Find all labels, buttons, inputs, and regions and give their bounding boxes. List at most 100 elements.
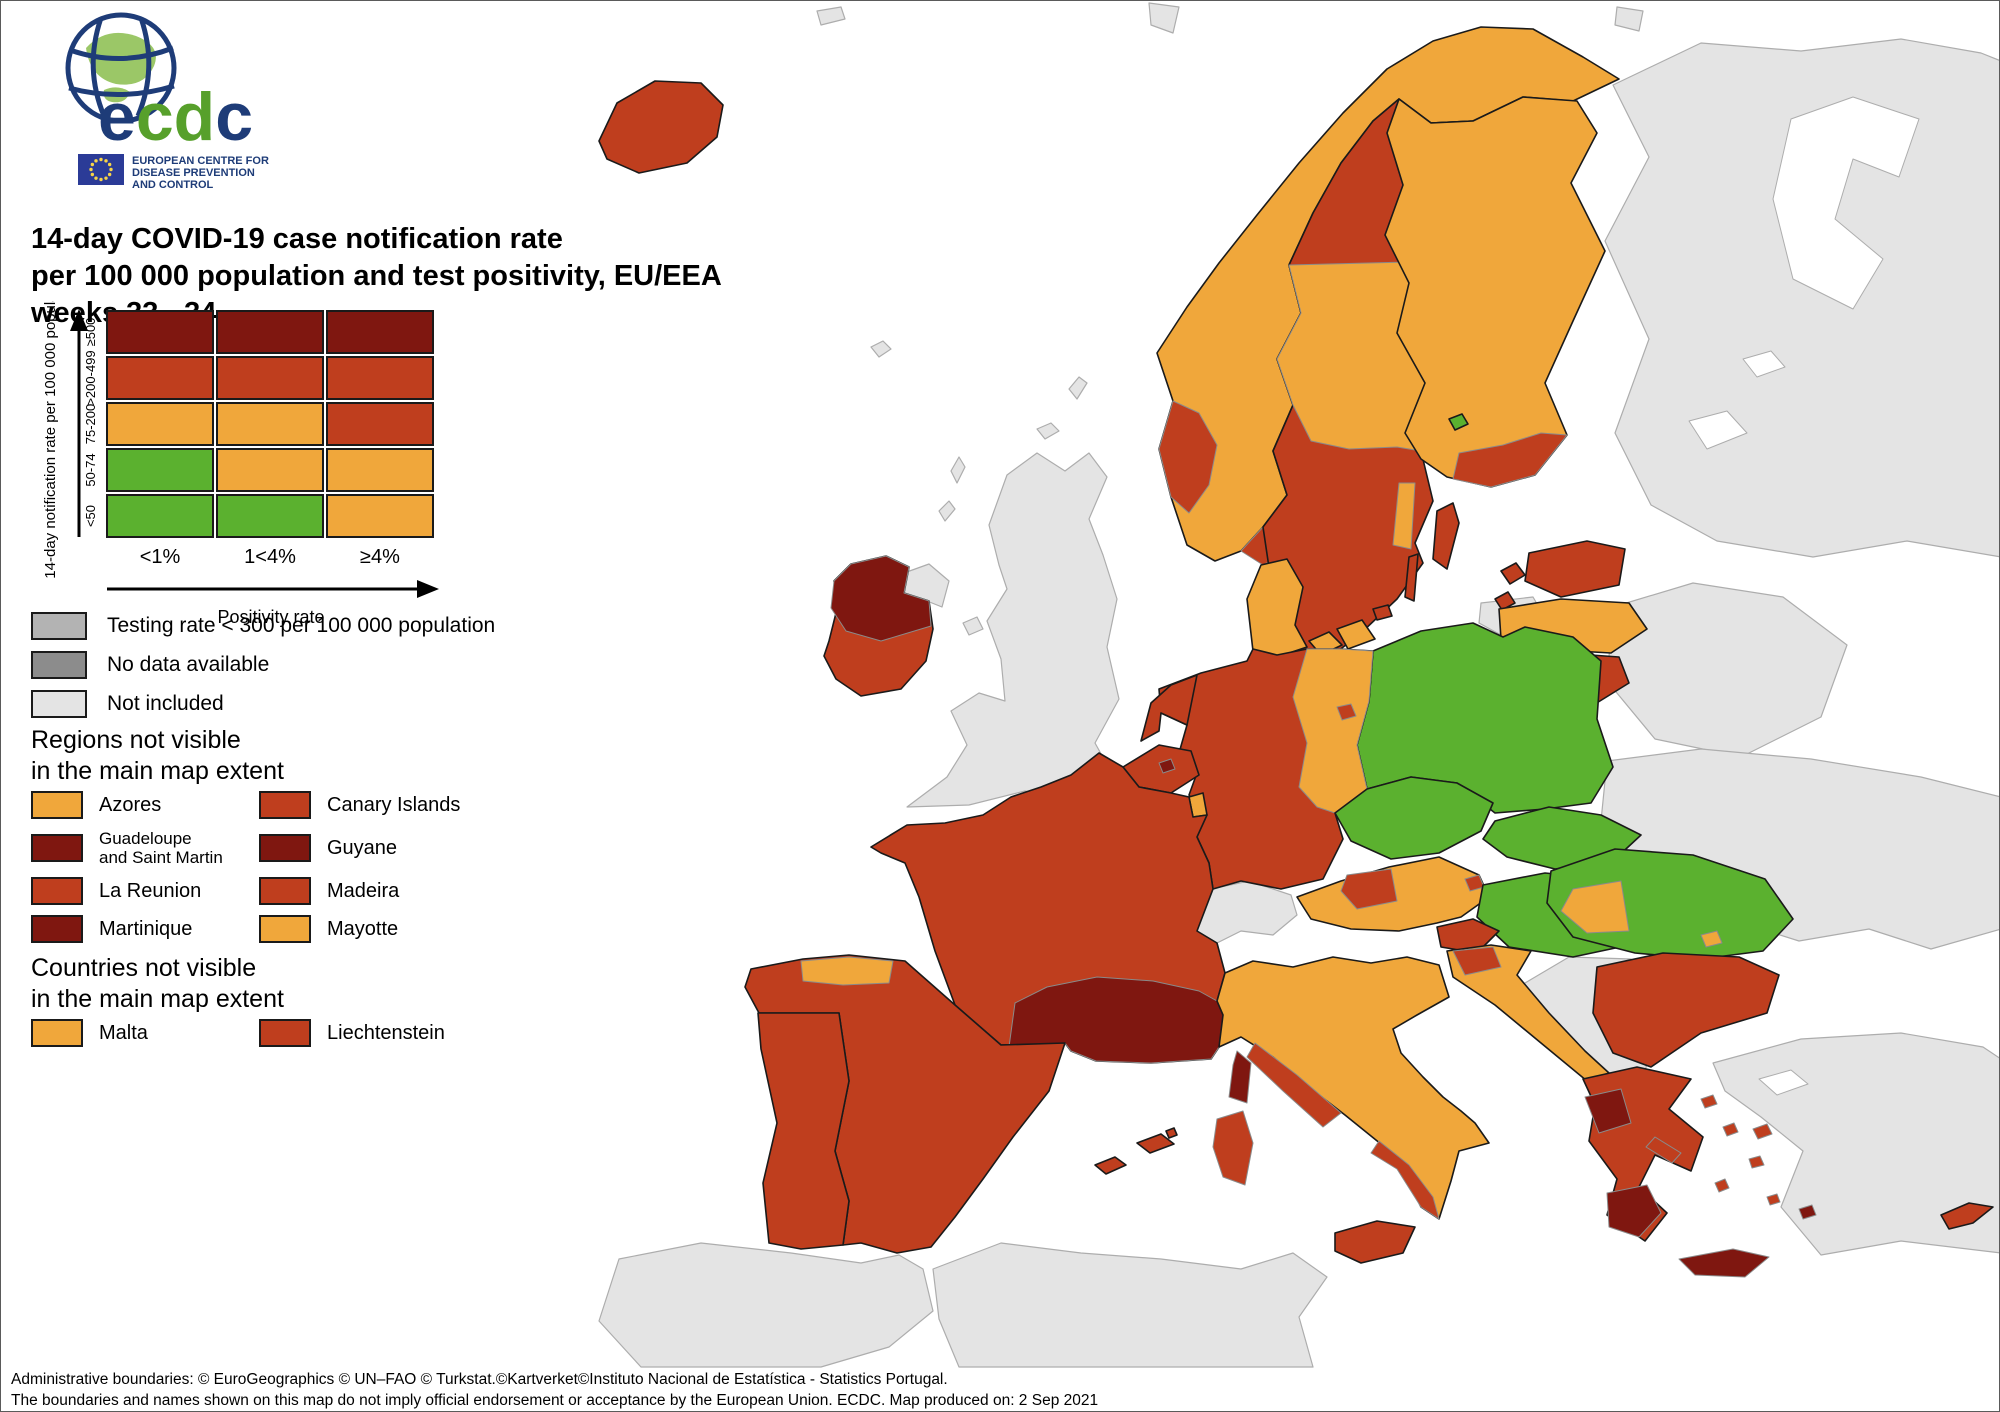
map-region-white-sea — [1772, 96, 1920, 310]
country-legend-item-0: Malta — [31, 1019, 259, 1047]
map-region-corsica — [1228, 1050, 1252, 1104]
map-region-bornholm — [1372, 604, 1393, 621]
map-region-orkney — [1036, 422, 1060, 440]
regions-heading: Regions not visible in the main map exte… — [31, 725, 284, 787]
matrix-cell-r3-c0 — [106, 448, 214, 492]
map-region-lesbos — [1752, 1123, 1773, 1140]
matrix-cell-r0-c1 — [216, 310, 324, 354]
map-region-faroe — [870, 340, 892, 358]
map-region-peloponnese — [1606, 1184, 1662, 1238]
map-region-gotland — [1432, 502, 1460, 570]
ecdc-letter: d — [174, 79, 216, 155]
map-region-sicily — [1334, 1220, 1416, 1264]
map-region-italy — [1216, 956, 1490, 1220]
regions-heading-line-1: Regions not visible — [31, 726, 241, 754]
map-region-svalbard-edge — [1148, 2, 1180, 34]
matrix-cell-r4-c0 — [106, 494, 214, 538]
regions-legend: Azores Canary Islands Guadeloupe and Saint … — [31, 791, 559, 943]
status-swatch — [31, 612, 87, 640]
matrix-y-axis-label: 14-day notification rate per 100 000 pop… — [42, 301, 59, 579]
map-region-island-top-right — [1614, 6, 1644, 32]
map-region-crete — [1678, 1248, 1770, 1278]
matrix-cell-r1-c0 — [106, 356, 214, 400]
globe-meridian-1 — [90, 17, 107, 117]
matrix-row-label: >200-499 — [83, 350, 98, 405]
region-legend-swatch — [259, 834, 311, 862]
status-legend-item-0: Testing rate < 300 per 100 000 populatio… — [31, 612, 495, 640]
region-legend-label: Azores — [99, 794, 162, 816]
map-region-aegean-island-1 — [1700, 1094, 1718, 1109]
countries-heading: Countries not visible in the main map ex… — [31, 953, 284, 1015]
region-legend-swatch — [31, 915, 83, 943]
map-region-denmark-zealand — [1336, 619, 1376, 650]
region-legend-swatch — [259, 791, 311, 819]
country-legend-swatch — [31, 1019, 83, 1047]
map-region-czechia — [1334, 776, 1494, 860]
ecdc-letter: c — [215, 79, 253, 155]
ecdc-letter: c — [136, 79, 174, 155]
region-legend-item-1: Canary Islands — [259, 791, 559, 819]
matrix-cell-r4-c2 — [326, 494, 434, 538]
region-legend-item-2: Guadeloupe and Saint Martin — [31, 829, 259, 867]
map-region-slovenia — [1436, 918, 1500, 954]
matrix-cell-r2-c0 — [106, 402, 214, 446]
map-region-italy-tuscany-lazio — [1246, 1042, 1342, 1128]
title-line-1: 14-day COVID-19 case notification rate — [31, 223, 563, 255]
region-legend-swatch — [31, 791, 83, 819]
status-swatch — [31, 651, 87, 679]
map-region-italy-campania-calabria — [1370, 1140, 1440, 1220]
region-legend-swatch — [31, 834, 83, 862]
map-region-iceland — [598, 80, 724, 174]
region-legend-label: Madeira — [327, 880, 400, 902]
map-region-euboea — [1645, 1136, 1682, 1164]
status-label: Not included — [107, 692, 224, 715]
map-region-croatia — [1446, 944, 1610, 1082]
region-legend-item-3: Guyane — [259, 834, 559, 862]
matrix-col-label: <1% — [140, 546, 181, 568]
matrix-cell-r0-c2 — [326, 310, 434, 354]
region-legend-label: Martinique — [99, 918, 193, 940]
region-legend-label: Canary Islands — [327, 794, 461, 816]
map-region-greece-northwest — [1584, 1088, 1632, 1134]
matrix-row-label: 75-200 — [83, 404, 98, 444]
globe-meridian-2 — [135, 17, 152, 117]
map-region-ibiza — [1094, 1156, 1127, 1175]
map-region-finland-south-coast — [1452, 432, 1568, 488]
map-region-estonia — [1524, 540, 1626, 598]
footer-line-1: Administrative boundaries: © EuroGeograp… — [11, 1371, 948, 1388]
org-name-line-1: EUROPEAN CENTRE FOR — [132, 155, 269, 167]
matrix-cell-r2-c1 — [216, 402, 324, 446]
map-region-bulgaria — [1592, 952, 1780, 1068]
ecdc-letter: e — [98, 79, 136, 155]
region-legend-item-0: Azores — [31, 791, 259, 819]
map-title: 14-day COVID-19 case notification rate p… — [31, 221, 722, 332]
footer-line-2: The boundaries and names shown on this m… — [11, 1392, 1099, 1409]
region-legend-item-7: Mayotte — [259, 915, 559, 943]
map-region-estonia-saaremaa — [1500, 562, 1526, 585]
map-region-shetland — [1068, 376, 1088, 400]
countries-heading-line-1: Countries not visible — [31, 954, 257, 982]
map-region-portugal — [757, 1012, 850, 1250]
map-region-brussels — [1158, 758, 1176, 774]
region-legend-item-6: Martinique — [31, 915, 259, 943]
regions-heading-line-2: in the main map extent — [31, 757, 284, 785]
matrix-cell-r4-c1 — [216, 494, 324, 538]
map-region-hebrides-north — [950, 456, 966, 484]
map-region-jan-mayen — [816, 6, 846, 26]
map-region-menorca — [1165, 1127, 1178, 1139]
map-region-lake-ladoga — [1688, 410, 1748, 450]
map-region-bucharest — [1700, 930, 1723, 948]
status-label: No data available — [107, 653, 270, 676]
map-region-sea-of-marmara — [1758, 1069, 1809, 1096]
status-legend: Testing rate < 300 per 100 000 populatio… — [31, 612, 495, 718]
matrix-col-label: ≥4% — [360, 546, 400, 568]
matrix-cell-r1-c2 — [326, 356, 434, 400]
region-legend-item-5: Madeira — [259, 877, 559, 905]
region-legend-label: Mayotte — [327, 918, 399, 940]
map-region-algeria-tunisia — [932, 1242, 1328, 1368]
map-region-estonia-hiiumaa — [1494, 591, 1516, 611]
region-legend-label: La Reunion — [99, 880, 202, 902]
matrix-row-label: 50-74 — [83, 453, 98, 486]
org-name-line-3: AND CONTROL — [132, 179, 214, 191]
